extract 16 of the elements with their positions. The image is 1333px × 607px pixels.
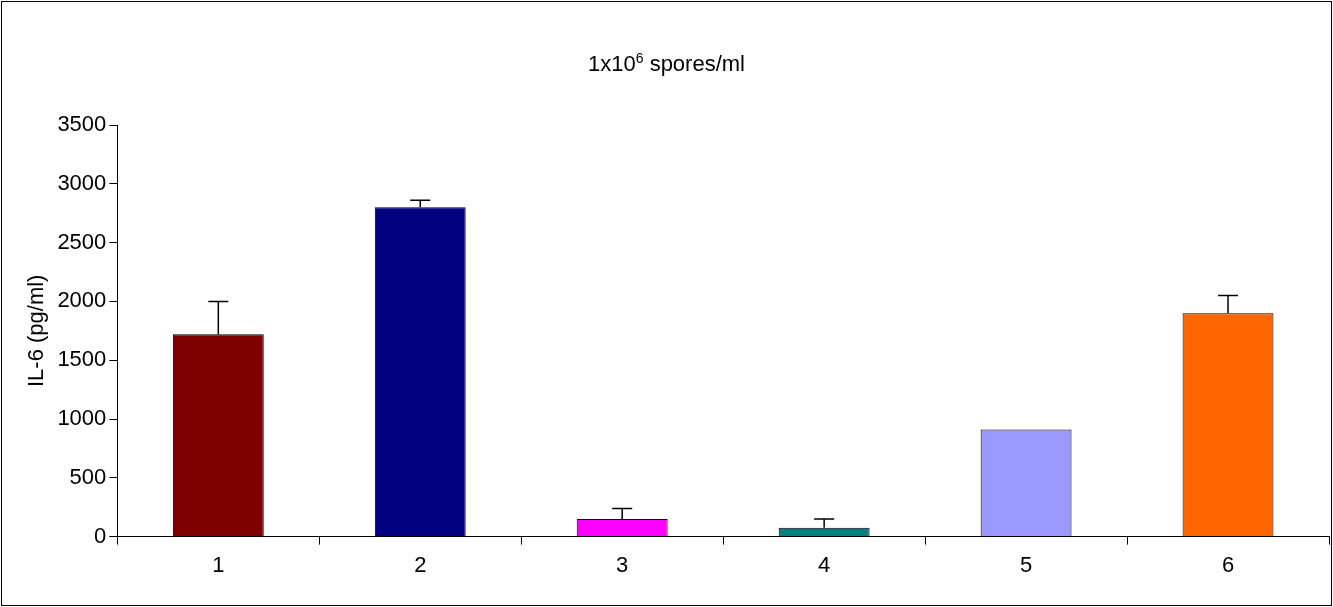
x-tick-label: 3 xyxy=(616,551,629,577)
x-tick-label: 6 xyxy=(1221,551,1235,577)
y-tick-label: 2500 xyxy=(57,228,107,254)
y-tick-label: 2000 xyxy=(57,287,107,313)
x-tick-label: 5 xyxy=(1019,551,1033,577)
x-tick-label: 2 xyxy=(414,551,427,577)
y-tick-label: 3500 xyxy=(57,111,107,137)
y-tick-label: 0 xyxy=(94,522,107,548)
y-tick-label: 1500 xyxy=(57,346,107,372)
x-tick-label: 4 xyxy=(818,551,831,577)
chart-title: 1x10$^{6}$ spores/ml xyxy=(587,50,746,78)
y-tick-label: 500 xyxy=(69,463,107,489)
y-tick-label: 1000 xyxy=(57,405,107,431)
x-tick-label: 1 xyxy=(212,551,225,577)
y-axis-title: IL-6 (pg/ml) xyxy=(23,274,49,388)
y-tick-label: 3000 xyxy=(57,169,107,195)
